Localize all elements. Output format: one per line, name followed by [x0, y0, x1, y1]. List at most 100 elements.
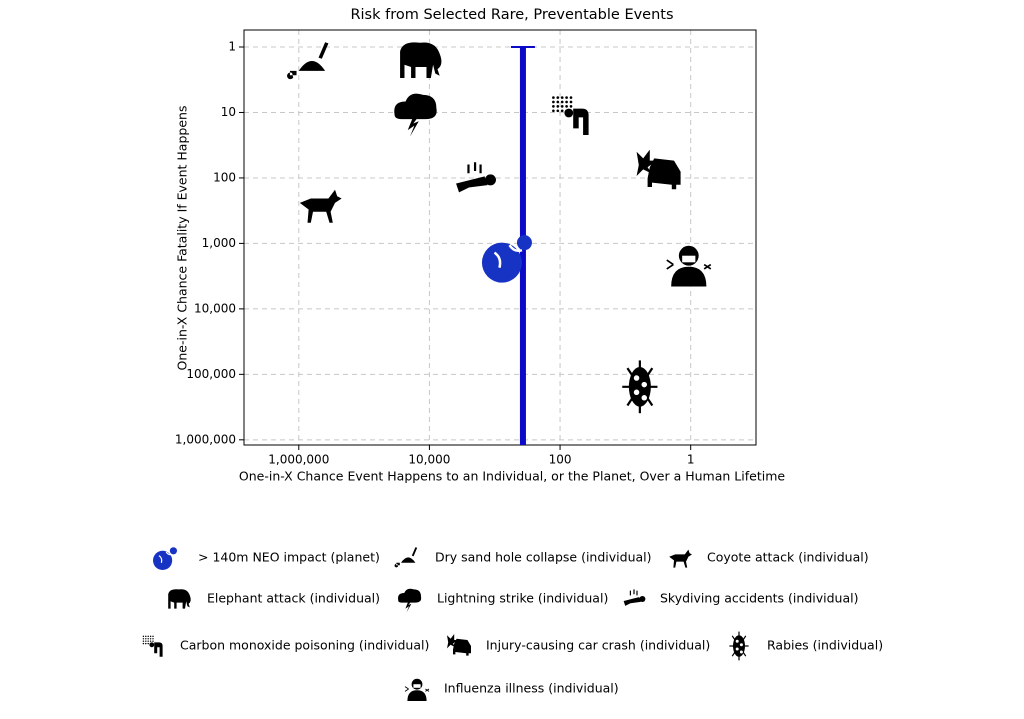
- legend-label: Rabies (individual): [767, 638, 883, 653]
- icon-part: [484, 174, 496, 186]
- x-tick-label: 1: [687, 453, 695, 467]
- x-tick-label: 10,000: [408, 453, 450, 467]
- icon-part: [735, 639, 739, 643]
- icon-part: [142, 638, 145, 640]
- legend-label: Carbon monoxide poisoning (individual): [180, 638, 429, 653]
- y-tick-label: 100: [213, 170, 236, 184]
- chart-title: Risk from Selected Rare, Preventable Eve…: [350, 7, 673, 23]
- legend-label: Lightning strike (individual): [437, 591, 608, 606]
- icon-part: [481, 242, 522, 283]
- icon-part: [398, 588, 422, 613]
- legend-label: Injury-causing car crash (individual): [486, 638, 710, 653]
- legend-icon: [669, 549, 692, 568]
- icon-part: [149, 640, 152, 642]
- icon-part: [623, 589, 641, 606]
- x-tick-label: 100: [549, 453, 572, 467]
- icon-part: [666, 259, 712, 270]
- icon-part: [565, 105, 568, 108]
- icon-part: [552, 109, 555, 113]
- legend-label: Influenza illness (individual): [444, 681, 619, 696]
- point-icon: [299, 189, 342, 223]
- point-icon: [636, 149, 681, 190]
- y-axis-label: One-in-X Chance Fatality If Event Happen…: [175, 106, 190, 371]
- icon-part: [552, 105, 555, 108]
- icon-part: [287, 42, 329, 80]
- icon-part: [453, 638, 471, 656]
- icon-part: [739, 650, 743, 654]
- icon-part: [147, 635, 149, 638]
- point-icon: [394, 93, 437, 137]
- icon-part: [641, 381, 648, 388]
- icon-part: [516, 235, 532, 251]
- icon-part: [407, 690, 427, 701]
- legend-icon: [168, 589, 191, 609]
- y-tick-label: 100,000: [186, 367, 236, 381]
- icon-part: [158, 551, 173, 563]
- icon-part: [147, 638, 149, 640]
- legend-icon: [729, 631, 749, 661]
- point-icon: [456, 162, 496, 193]
- icon-part: [735, 647, 739, 651]
- legend-icon: [404, 678, 430, 701]
- icon-part: [569, 100, 573, 104]
- icon-part: [142, 635, 145, 638]
- icon-part: [152, 640, 154, 642]
- y-tick-label: 1,000: [202, 236, 236, 250]
- icon-part: [556, 105, 560, 108]
- icon-part: [556, 100, 560, 104]
- icon-part: [169, 547, 177, 555]
- icon-part: [556, 96, 560, 99]
- legend-icon: [623, 589, 646, 606]
- x-tick-label: 1,000,000: [268, 453, 329, 467]
- legend-icon: [398, 588, 422, 613]
- icon-part: [413, 684, 421, 688]
- icon-part: [154, 642, 163, 657]
- icon-part: [152, 635, 154, 638]
- icon-part: [569, 96, 573, 99]
- icon-part: [152, 638, 154, 640]
- point-icon: [287, 42, 329, 80]
- legend-label: > 140m NEO impact (planet): [198, 550, 380, 565]
- legend-label: Skydiving accidents (individual): [660, 591, 858, 606]
- icon-part: [669, 549, 692, 568]
- icon-part: [168, 589, 191, 609]
- icon-part: [299, 189, 342, 223]
- icon-part: [493, 244, 523, 268]
- icon-part: [447, 634, 458, 649]
- icon-part: [633, 375, 640, 381]
- x-axis-label: One-in-X Chance Event Happens to an Indi…: [239, 469, 785, 484]
- icon-part: [556, 109, 560, 113]
- icon-part: [564, 108, 574, 118]
- icon-part: [560, 100, 564, 104]
- icon-part: [147, 640, 149, 642]
- y-tick-label: 1,000,000: [175, 432, 236, 446]
- icon-part: [145, 635, 147, 638]
- icon-part: [552, 100, 555, 104]
- y-tick-label: 10,000: [194, 301, 236, 315]
- icon-part: [569, 105, 573, 108]
- plot-frame: [243, 29, 757, 446]
- point-icon: [666, 245, 712, 287]
- point-icon: [400, 42, 442, 78]
- icon-part: [552, 96, 555, 99]
- icon-part: [394, 547, 418, 568]
- icon-part: [153, 550, 173, 570]
- icon-part: [636, 149, 657, 176]
- icon-part: [149, 638, 152, 640]
- icon-part: [639, 596, 646, 602]
- icon-part: [149, 635, 152, 638]
- icon-part: [565, 100, 568, 104]
- icon-part: [560, 109, 564, 113]
- icon-part: [145, 640, 147, 642]
- icon-part: [739, 643, 743, 647]
- icon-part: [400, 42, 442, 78]
- icon-part: [626, 367, 641, 388]
- point-icon: [622, 360, 658, 414]
- point-icon: [481, 235, 532, 283]
- icon-part: [682, 255, 696, 263]
- point-icon: [552, 96, 589, 135]
- y-tick-label: 1: [228, 39, 236, 53]
- icon-part: [147, 642, 149, 645]
- icon-part: [671, 266, 707, 287]
- icon-part: [404, 686, 430, 692]
